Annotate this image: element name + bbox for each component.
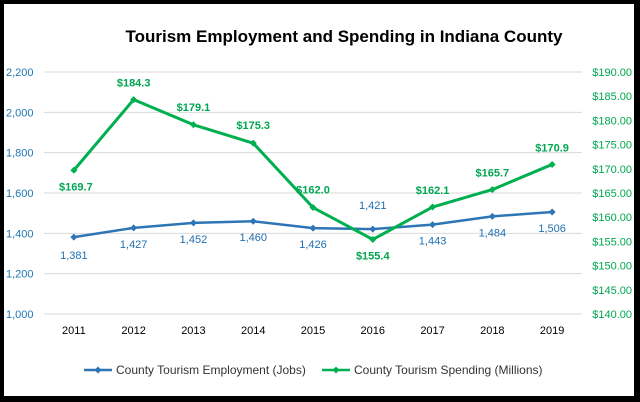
data-label-spending: $175.3 (236, 120, 270, 132)
right-tick-label: $185.00 (592, 91, 632, 103)
legend: County Tourism Employment (Jobs) County T… (84, 363, 543, 377)
data-label-spending: $169.7 (59, 181, 93, 193)
data-label-employment: 1,460 (239, 232, 267, 244)
data-point (488, 186, 496, 194)
legend-swatch-marker (94, 366, 102, 374)
right-tick-label: $145.00 (592, 285, 632, 297)
data-point (488, 212, 496, 220)
right-tick-label: $160.00 (592, 212, 632, 224)
data-point (189, 219, 197, 227)
x-tick-label: 2013 (181, 325, 205, 337)
right-tick-label: $150.00 (592, 261, 632, 273)
data-point (130, 96, 138, 104)
data-point (309, 204, 317, 212)
right-tick-label: $180.00 (592, 115, 632, 127)
data-label-employment: 1,506 (538, 223, 566, 235)
legend-swatch-marker (332, 366, 340, 374)
series-lines (70, 96, 556, 243)
right-tick-label: $190.00 (592, 67, 632, 79)
data-label-spending: $155.4 (356, 250, 391, 262)
grid-lines (44, 71, 582, 315)
data-point (130, 224, 138, 232)
data-point (70, 233, 78, 241)
data-labels: 1,381 1,427 1,452 1,460 1,426 1,421 1,443 1,484… (59, 78, 569, 263)
data-label-spending: $162.1 (416, 185, 450, 197)
right-tick-label: $165.00 (592, 188, 632, 200)
data-label-employment: 1,452 (180, 234, 208, 246)
left-tick-label: 2,000 (6, 107, 34, 119)
data-label-spending: $179.1 (177, 102, 211, 114)
legend-label: County Tourism Spending (Millions) (354, 363, 543, 377)
right-tick-label: $155.00 (592, 236, 632, 248)
data-label-employment: 1,421 (359, 200, 387, 212)
data-label-employment: 1,484 (479, 227, 507, 239)
data-label-employment: 1,381 (60, 250, 88, 262)
chart-title: Tourism Employment and Spending in India… (126, 27, 564, 46)
left-tick-label: 1,600 (6, 188, 34, 200)
data-point (548, 208, 556, 216)
left-tick-label: 1,400 (6, 228, 34, 240)
data-point (429, 203, 437, 211)
x-tick-label: 2011 (62, 325, 86, 337)
data-point (369, 235, 377, 243)
chart-canvas: Tourism Employment and Spending in India… (6, 27, 632, 377)
left-tick-label: 1,000 (6, 309, 34, 321)
left-axis-ticks: 1,000 1,200 1,400 1,600 1,800 2,000 2,200 (6, 67, 34, 321)
data-point (369, 225, 377, 233)
x-tick-label: 2014 (241, 325, 265, 337)
data-label-employment: 1,427 (120, 239, 148, 251)
x-tick-label: 2016 (361, 325, 385, 337)
data-label-spending: $165.7 (476, 168, 510, 180)
data-label-spending: $162.0 (296, 185, 330, 197)
data-point (429, 221, 437, 229)
data-label-spending: $184.3 (117, 78, 151, 90)
x-tick-label: 2015 (301, 325, 325, 337)
left-tick-label: 1,200 (6, 269, 34, 281)
x-tick-label: 2019 (540, 325, 564, 337)
right-axis-ticks: $140.00 $145.00 $150.00 $155.00 $160.00 $165.… (592, 67, 632, 321)
right-tick-label: $175.00 (592, 140, 632, 152)
data-point (548, 160, 556, 168)
data-point (249, 139, 257, 147)
data-label-employment: 1,426 (299, 239, 327, 251)
right-tick-label: $170.00 (592, 164, 632, 176)
right-tick-label: $140.00 (592, 309, 632, 321)
data-point (70, 166, 78, 174)
data-label-spending: $170.9 (535, 142, 569, 154)
x-tick-label: 2018 (480, 325, 504, 337)
left-tick-label: 2,200 (6, 67, 34, 79)
x-tick-label: 2017 (420, 325, 444, 337)
legend-label: County Tourism Employment (Jobs) (116, 363, 306, 377)
data-point (309, 224, 317, 232)
data-point (189, 121, 197, 129)
data-label-employment: 1,443 (419, 236, 447, 248)
chart-panel: Tourism Employment and Spending in India… (4, 4, 634, 396)
x-axis-ticks: 2011 2012 2013 2014 2015 2016 2017 2018 2019 (62, 325, 564, 337)
x-tick-label: 2012 (121, 325, 145, 337)
data-point (249, 217, 257, 225)
left-tick-label: 1,800 (6, 148, 34, 160)
